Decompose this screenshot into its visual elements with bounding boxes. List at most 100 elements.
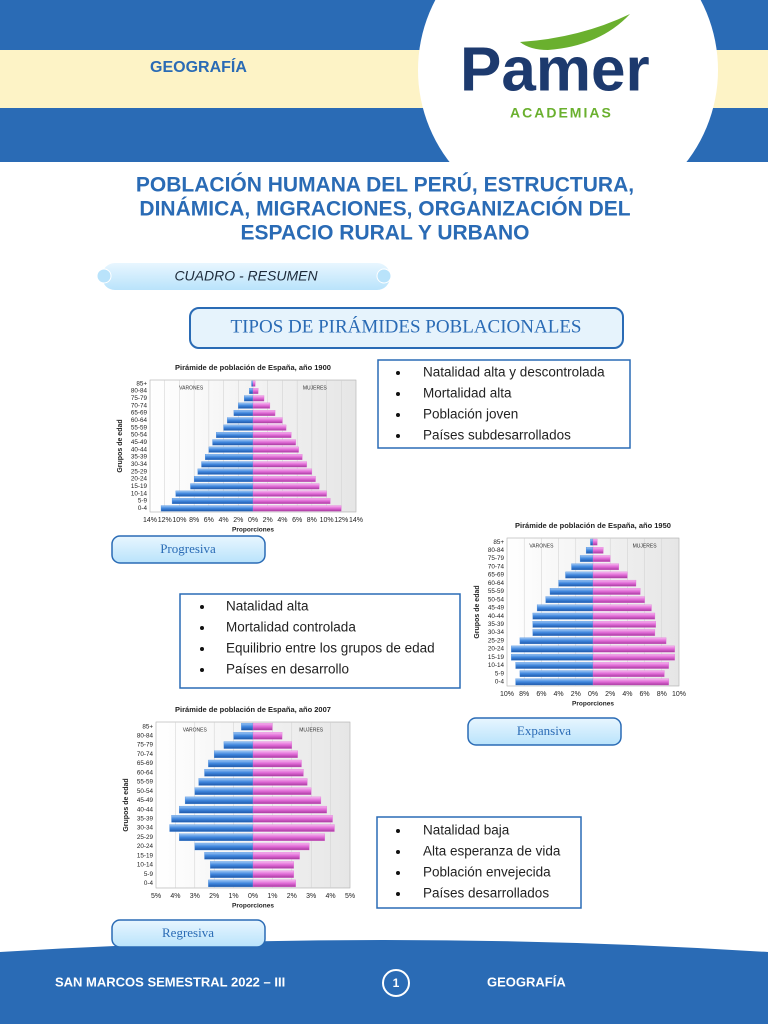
bar-female xyxy=(592,571,628,579)
x-tick-label: 6% xyxy=(536,691,546,698)
y-tick-label: 15-19 xyxy=(137,852,154,859)
bar-male xyxy=(223,424,254,431)
bar-male xyxy=(171,498,254,504)
bar-female xyxy=(592,670,665,677)
pill-dot xyxy=(376,268,392,284)
bar-female xyxy=(252,722,273,731)
bar-female xyxy=(592,678,669,686)
y-tick-label: 75-79 xyxy=(137,742,154,749)
bar-male xyxy=(198,778,254,786)
y-tick-label: 5-9 xyxy=(138,498,148,505)
x-tick-label: 8% xyxy=(189,517,199,524)
bar-female xyxy=(592,612,656,620)
chart-title: Pirámide de población de España, año 200… xyxy=(175,705,331,714)
y-tick-label: 60-64 xyxy=(137,769,154,776)
y-tick-label: 65-69 xyxy=(137,760,154,767)
bar-male xyxy=(565,571,594,579)
x-tick-label: 3% xyxy=(306,893,316,900)
x-tick-label: 8% xyxy=(519,691,529,698)
x-tick-label: 14% xyxy=(143,517,157,524)
bar-female xyxy=(252,410,276,416)
bar-female xyxy=(252,732,283,740)
y-tick-label: 25-29 xyxy=(137,834,154,841)
pill-dot xyxy=(96,268,112,284)
bar-male xyxy=(558,579,594,587)
bar-female xyxy=(252,778,308,786)
bar-female xyxy=(252,852,300,860)
bar-male xyxy=(179,833,254,841)
x-tick-label: 1% xyxy=(229,893,239,900)
x-tick-label: 1% xyxy=(267,893,277,900)
bar-female xyxy=(252,861,294,869)
y-tick-label: 55-59 xyxy=(488,588,505,595)
feature-text: Países desarrollados xyxy=(423,886,549,901)
bar-male xyxy=(233,410,254,416)
y-tick-label: 10-14 xyxy=(131,490,148,497)
y-tick-label: 55-59 xyxy=(137,779,154,786)
feature-text: Países en desarrollo xyxy=(226,662,349,677)
bar-male xyxy=(193,476,254,482)
bullet xyxy=(396,371,400,375)
bar-female xyxy=(252,796,322,805)
footer-right: GEOGRAFÍA xyxy=(487,974,566,989)
bar-female xyxy=(252,380,256,387)
feature-text: Equilibrio entre los grupos de edad xyxy=(226,641,435,656)
bar-male xyxy=(515,662,594,669)
bar-male xyxy=(179,805,254,814)
x-axis-label: Proporciones xyxy=(232,527,274,534)
x-tick-label: 4% xyxy=(219,517,229,524)
bullet xyxy=(200,626,204,630)
bar-female xyxy=(252,468,313,475)
section-box xyxy=(189,307,624,349)
y-tick-label: 80-84 xyxy=(137,733,154,740)
bar-male xyxy=(549,588,594,595)
type-pill xyxy=(467,717,622,746)
y-tick-label: 35-39 xyxy=(137,816,154,823)
features-box xyxy=(179,593,461,689)
bar-male xyxy=(585,547,594,554)
bar-female xyxy=(252,402,271,409)
bar-female xyxy=(592,637,667,645)
bar-female xyxy=(252,787,312,795)
x-tick-label: 5% xyxy=(151,893,161,900)
y-tick-label: 80-84 xyxy=(488,547,505,554)
bar-male xyxy=(251,380,254,387)
x-tick-label: 2% xyxy=(287,893,297,900)
y-tick-label: 35-39 xyxy=(131,454,148,461)
y-axis-label: Grupos de edad xyxy=(474,585,481,638)
header-subject: GEOGRAFÍA xyxy=(150,57,247,76)
bullet xyxy=(396,850,400,854)
bar-male xyxy=(238,402,254,409)
bar-female xyxy=(592,588,641,595)
type-name: Regresiva xyxy=(162,925,214,940)
y-tick-label: 45-49 xyxy=(131,439,148,446)
bar-female xyxy=(252,417,283,424)
bar-female xyxy=(252,741,292,749)
y-tick-label: 65-69 xyxy=(131,410,148,417)
bar-female xyxy=(592,653,675,661)
y-tick-label: 45-49 xyxy=(137,797,154,804)
bar-male xyxy=(169,824,254,832)
section-title: TIPOS DE PIRÁMIDES POBLACIONALES xyxy=(231,315,582,337)
bar-female xyxy=(252,505,342,512)
bar-male xyxy=(227,417,254,424)
y-tick-label: 55-59 xyxy=(131,424,148,431)
y-tick-label: 0-4 xyxy=(138,505,148,512)
feature-text: Mortalidad alta xyxy=(423,386,512,401)
bar-female xyxy=(252,842,310,851)
bar-female xyxy=(252,439,296,446)
x-axis-label: Proporciones xyxy=(232,903,274,910)
bullet xyxy=(396,829,400,833)
bar-female xyxy=(252,461,307,468)
legend-label: VARONES xyxy=(179,385,204,391)
x-tick-label: 2% xyxy=(571,691,581,698)
features-box xyxy=(376,816,582,909)
bar-female xyxy=(252,750,298,758)
bar-female xyxy=(592,538,598,546)
y-tick-label: 80-84 xyxy=(131,388,148,395)
x-tick-label: 2% xyxy=(209,893,219,900)
bar-female xyxy=(252,395,265,402)
x-tick-label: 10% xyxy=(172,517,186,524)
x-tick-label: 2% xyxy=(605,691,615,698)
